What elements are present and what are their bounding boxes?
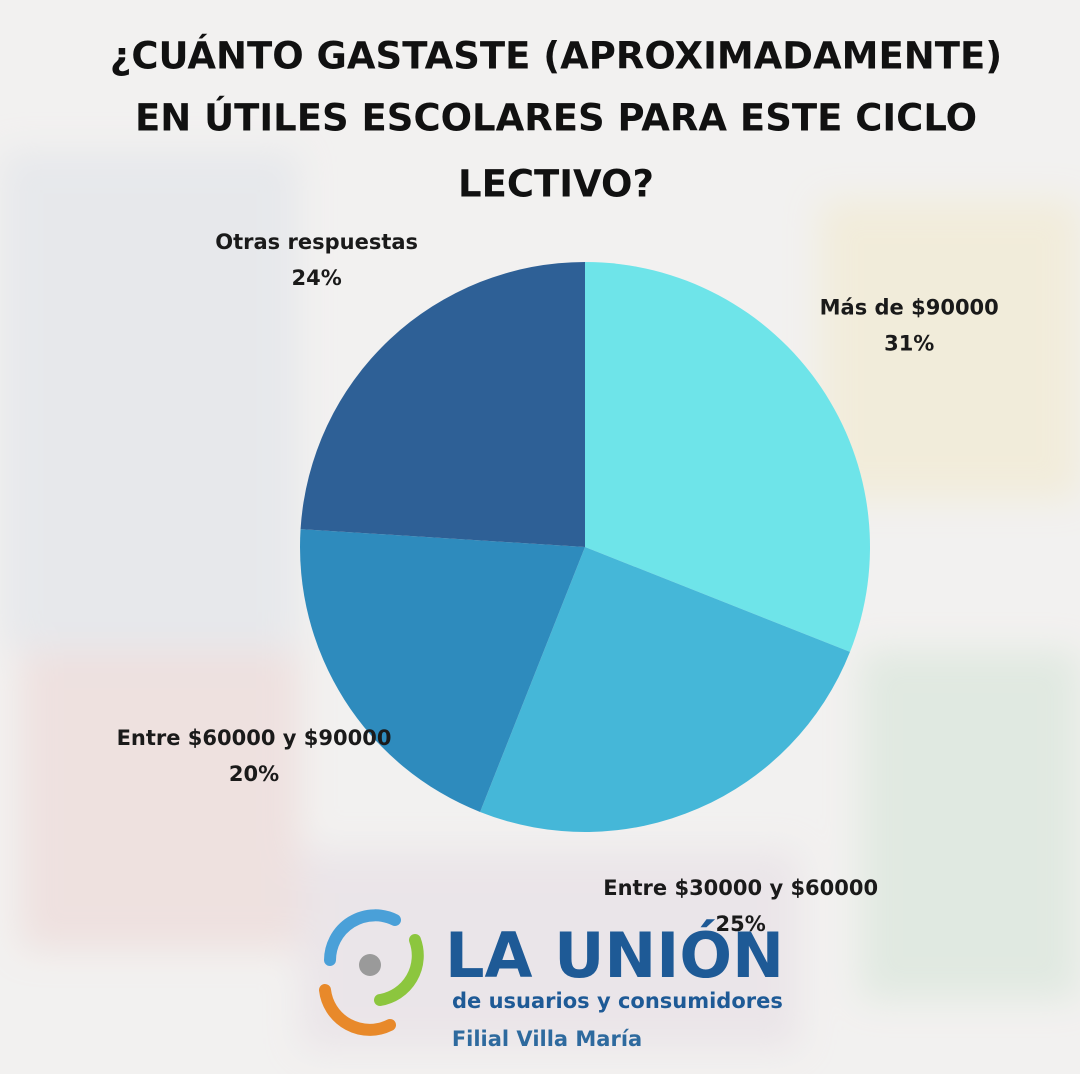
logo-tagline: de usuarios y consumidores <box>452 989 783 1013</box>
logo-dot <box>359 954 381 976</box>
slice-value-label: 25% <box>716 912 766 936</box>
slice-value-label: 20% <box>229 762 279 786</box>
slice-label: Más de $90000 <box>820 296 999 320</box>
pie-slice <box>300 262 585 547</box>
logo: LA UNIÓN de usuarios y consumidores Fili… <box>319 909 784 1051</box>
title-line: LECTIVO? <box>458 163 654 206</box>
logo-branch: Filial Villa María <box>452 1027 642 1051</box>
logo-swirl <box>324 909 401 966</box>
slice-value-label: 24% <box>292 266 342 290</box>
title-line: EN ÚTILES ESCOLARES PARA ESTE CICLO <box>135 96 977 140</box>
title-line: ¿CUÁNTO GASTASTE (APROXIMADAMENTE) <box>110 34 1002 78</box>
logo-swirl <box>374 934 424 1006</box>
slice-label: Entre $30000 y $60000 <box>603 876 878 900</box>
pie-slice <box>300 529 585 812</box>
slice-value-label: 31% <box>884 332 934 356</box>
slice-label: Entre $60000 y $90000 <box>117 726 392 750</box>
logo-swirl <box>319 984 396 1036</box>
pie-slice <box>585 262 871 652</box>
pie <box>300 262 871 833</box>
chart-title: ¿CUÁNTO GASTASTE (APROXIMADAMENTE) EN ÚT… <box>110 34 1002 206</box>
slice-label: Otras respuestas <box>215 230 418 254</box>
logo-name: LA UNIÓN <box>445 919 784 992</box>
pie-slice <box>480 547 850 833</box>
